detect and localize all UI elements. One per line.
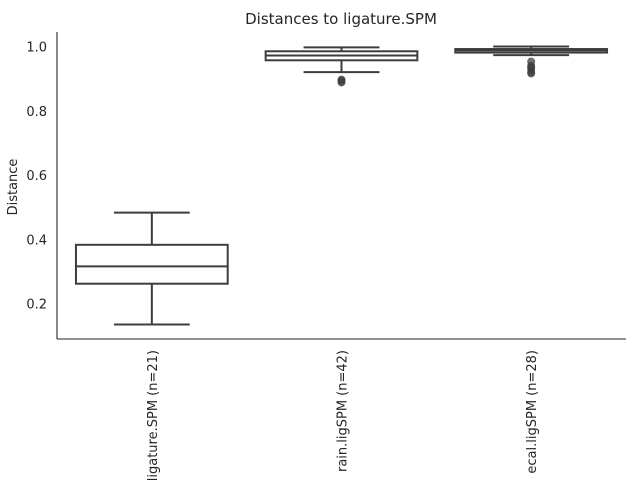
- box-group: [74, 211, 229, 326]
- y-axis-label: Distance: [6, 159, 21, 216]
- x-tick-label: ecal.ligSPM (n=28): [525, 350, 540, 474]
- y-ticks: 0.2 0.4 0.6 0.8 1.0: [26, 40, 47, 312]
- y-tick-label: 0.4: [26, 233, 47, 248]
- boxes: [74, 45, 609, 326]
- box-group: [454, 45, 609, 78]
- x-ticks: ligature.SPM (n=21) rain.ligSPM (n=42) eca…: [146, 350, 540, 481]
- x-tick-label: rain.ligSPM (n=42): [336, 350, 351, 472]
- y-tick-label: 0.8: [26, 105, 47, 120]
- y-tick-label: 0.6: [26, 169, 47, 184]
- box-group: [264, 46, 419, 87]
- y-tick-label: 1.0: [26, 40, 47, 55]
- outlier-point: [527, 57, 536, 66]
- outlier-point: [337, 75, 346, 84]
- y-tick-label: 0.2: [26, 298, 47, 313]
- box-iqr: [74, 243, 229, 285]
- chart-title: Distances to ligature.SPM: [245, 10, 437, 28]
- x-tick-label: ligature.SPM (n=21): [146, 350, 161, 480]
